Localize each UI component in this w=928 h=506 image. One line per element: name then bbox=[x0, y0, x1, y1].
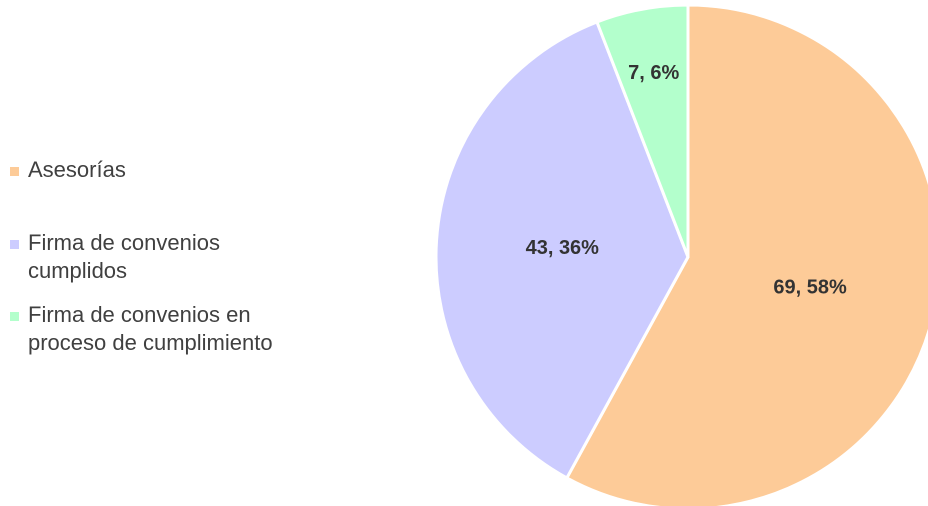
legend-entry: Firma de convenios en proceso de cumplim… bbox=[10, 301, 320, 357]
legend-swatch bbox=[10, 167, 19, 176]
legend-entry: Firma de convenios cumplidos bbox=[10, 229, 320, 285]
slice-label: 69, 58% bbox=[773, 277, 847, 299]
pie-slice bbox=[564, 3, 928, 506]
pie-slice bbox=[595, 3, 690, 258]
legend-swatch bbox=[10, 312, 19, 321]
legend-label: Firma de convenios en proceso de cumplim… bbox=[28, 302, 273, 355]
slice-label: 43, 36% bbox=[526, 237, 600, 259]
pie-slice bbox=[434, 20, 690, 480]
slice-label: 7, 6% bbox=[628, 62, 679, 84]
legend-label: Asesorías bbox=[28, 157, 126, 182]
legend-entry: Asesorías bbox=[10, 156, 320, 184]
legend-swatch bbox=[10, 240, 19, 249]
legend-label: Firma de convenios cumplidos bbox=[28, 230, 220, 283]
